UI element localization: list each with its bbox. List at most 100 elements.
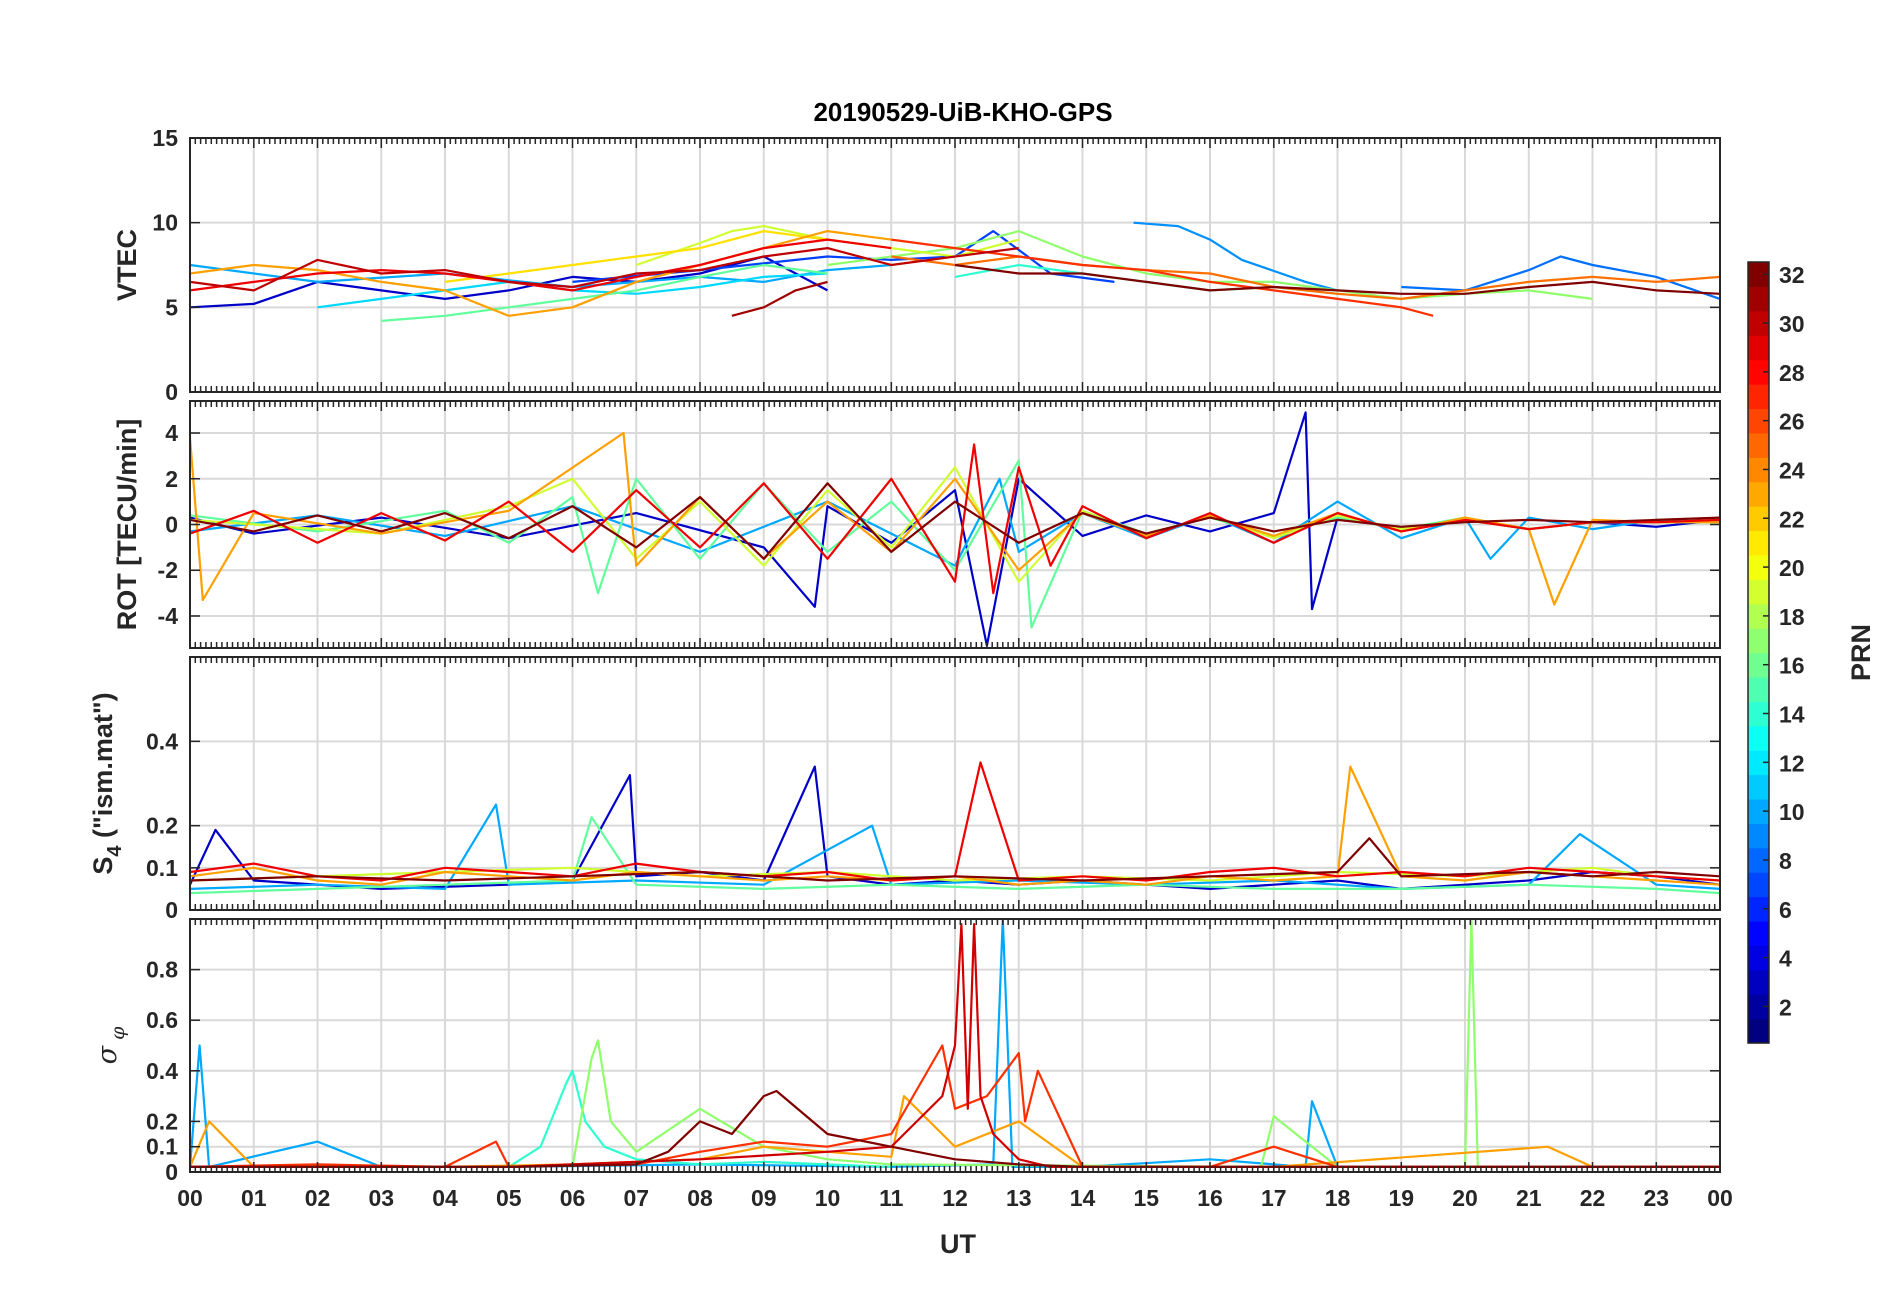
colorbar-segment (1748, 481, 1769, 507)
colorbar-segment (1748, 603, 1769, 629)
x-tick-label: 04 (432, 1185, 458, 1211)
colorbar-tick-label: 26 (1779, 409, 1805, 435)
colorbar-segment (1748, 1018, 1769, 1044)
x-tick-label: 02 (305, 1185, 331, 1211)
x-tick-label: 10 (815, 1185, 841, 1211)
colorbar-segment (1748, 750, 1769, 776)
y-axis-label: S4 ("ism.mat") (88, 692, 126, 874)
series-line-prn-30 (190, 247, 1019, 292)
series-line-prn-13 (508, 1069, 892, 1168)
x-tick-label: 01 (241, 1185, 267, 1211)
colorbar-label: PRN (1846, 624, 1876, 681)
x-tick-label: 22 (1580, 1185, 1606, 1211)
y-tick-label: 0.2 (146, 813, 178, 839)
y-label-rest: ("ism.mat") (88, 692, 118, 845)
colorbar-segment (1748, 310, 1769, 336)
y-tick-label: 2 (165, 466, 178, 492)
x-tick-label: 00 (177, 1185, 203, 1211)
x-minor-ticks (189, 401, 1721, 648)
x-tick-label: 05 (496, 1185, 522, 1211)
y-tick-label: 4 (165, 420, 178, 446)
x-tick-label: 13 (1006, 1185, 1032, 1211)
chart-title: 20190529-UiB-KHO-GPS (813, 97, 1112, 127)
series-line-prn-31 (731, 280, 828, 317)
y-label-subscript: φ (107, 1026, 129, 1046)
series-line-prn-21 (444, 230, 828, 283)
x-tick-label: 21 (1516, 1185, 1542, 1211)
x-tick-label: 14 (1070, 1185, 1096, 1211)
x-tick-label: 16 (1197, 1185, 1223, 1211)
series-line-prn-27 (190, 1044, 1720, 1169)
colorbar-segment (1748, 432, 1769, 458)
y-tick-label: 0.4 (146, 1058, 178, 1084)
x-minor-ticks (189, 138, 1721, 392)
colorbar-segment (1748, 506, 1769, 532)
colorbar-segment (1748, 579, 1769, 605)
colorbar-tick-label: 2 (1779, 994, 1792, 1020)
x-tick-label: 17 (1261, 1185, 1287, 1211)
colorbar-segment (1748, 701, 1769, 727)
x-tick-label: 12 (942, 1185, 968, 1211)
y-tick-label: 0 (165, 379, 178, 405)
x-tick-label: 08 (687, 1185, 713, 1211)
colorbar-tick-label: 4 (1779, 946, 1792, 972)
colorbar-tick-label: 18 (1779, 604, 1805, 630)
colorbar-segment (1748, 676, 1769, 702)
x-axis: 00 01 02 03 04 05 06 07 08 09 10 11 12 13 14 15 16 17 18 19… (177, 1185, 1733, 1211)
colorbar-segment (1748, 262, 1769, 288)
y-tick-label: -2 (158, 557, 178, 583)
series-line-prn-5 (572, 230, 1115, 283)
y-tick-label: 5 (165, 294, 178, 320)
colorbar-segment (1748, 798, 1769, 824)
colorbar-segment (1748, 969, 1769, 995)
y-label-subscript: 4 (104, 845, 126, 857)
series-line-prn-32 (190, 482, 1720, 560)
series-group (190, 221, 1720, 322)
colorbar-tick-label: 22 (1779, 506, 1805, 532)
y-axis-label: VTEC (112, 229, 142, 301)
y-tick-label: 0 (165, 897, 178, 923)
colorbar-tick-label: 16 (1779, 653, 1805, 679)
x-tick-label: 00 (1707, 1185, 1733, 1211)
series-line-prn-29 (190, 922, 1720, 1169)
y-tick-label: 0 (165, 512, 178, 538)
colorbar-segment (1748, 530, 1769, 556)
y-label-base: S (88, 857, 118, 875)
colorbar-segment (1748, 872, 1769, 898)
x-tick-label: 20 (1452, 1185, 1478, 1211)
x-tick-label: 19 (1388, 1185, 1414, 1211)
colorbar-segment (1748, 823, 1769, 849)
y-tick-label: 0.1 (146, 1134, 178, 1160)
series-line-prn-28 (190, 238, 892, 292)
panel-s4: 0 0.1 0.2 0.4 S4 ("ism.mat") (88, 656, 1721, 923)
series-line-prn-32 (190, 837, 1720, 882)
y-tick-label: 15 (152, 125, 178, 151)
y-tick-label: 0 (165, 1159, 178, 1185)
colorbar-segment (1748, 896, 1769, 922)
colorbar-segment (1748, 554, 1769, 580)
panel-rot: -4 -2 0 2 4 ROT [TECU/min] (112, 400, 1721, 649)
series-line-prn-32 (954, 263, 1720, 295)
y-axis-label: ROT [TECU/min] (112, 419, 142, 630)
colorbar-segment (1748, 652, 1769, 678)
colorbar-tick-label: 14 (1779, 702, 1805, 728)
x-tick-label: 11 (879, 1185, 904, 1211)
series-line-prn-23 (190, 765, 1720, 886)
series-line-prn-28 (190, 443, 1720, 595)
colorbar-segment (1748, 359, 1769, 385)
series-line-prn-23 (190, 230, 892, 317)
colorbar-segment (1748, 457, 1769, 483)
colorbar-segment (1748, 945, 1769, 971)
colorbar-frame (1747, 261, 1770, 1044)
colorbar-segment (1748, 994, 1769, 1020)
y-tick-label: -4 (158, 603, 179, 629)
colorbar-tick-label: 32 (1779, 262, 1805, 288)
colorbar-segment (1748, 384, 1769, 410)
y-tick-label: 0.8 (146, 957, 178, 983)
y-axis-label: σ φ (92, 1026, 129, 1064)
colorbar-segment (1748, 847, 1769, 873)
colorbar-segment (1748, 725, 1769, 751)
